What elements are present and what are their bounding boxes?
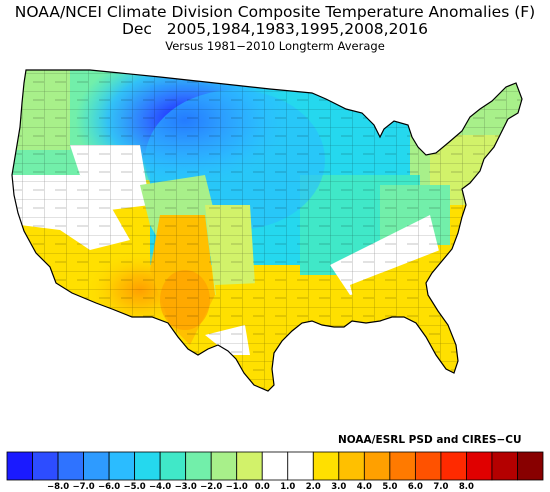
legend-tick-label: 4.0 xyxy=(356,482,372,492)
legend-swatch xyxy=(287,451,314,481)
us-anomaly-map xyxy=(11,69,523,392)
legend-swatch xyxy=(32,451,59,481)
legend-swatch xyxy=(363,451,391,481)
legend-swatch xyxy=(108,451,136,481)
legend-swatch xyxy=(338,451,365,481)
legend-tick-label: 2.0 xyxy=(305,482,321,492)
map-title: NOAA/NCEI Climate Division Composite Tem… xyxy=(14,3,536,21)
legend-swatch xyxy=(159,451,187,481)
legend-swatch xyxy=(185,451,212,481)
map-subtitle-years: Dec 2005,1984,1983,1995,2008,2016 xyxy=(121,20,429,38)
legend-tick-label: −1.0 xyxy=(225,482,248,492)
legend-swatch xyxy=(261,451,289,481)
legend-tick-labels: −8.0 −7.0 −6.0 −5.0 −4.0 −3.0 −2.0 −1.0 0.0 1.0 2.… xyxy=(0,482,550,492)
legend-tick-label: 7.0 xyxy=(433,482,449,492)
legend-swatch xyxy=(210,451,238,481)
legend-swatch xyxy=(83,451,110,481)
legend-swatch xyxy=(6,451,33,481)
legend-tick-label: 0.0 xyxy=(254,482,270,492)
legend-swatch xyxy=(414,451,442,481)
credit-text: NOAA/ESRL PSD and CIRES−CU xyxy=(338,434,522,446)
legend-tick-label: −6.0 xyxy=(98,482,121,492)
legend-tick-label: −2.0 xyxy=(200,482,223,492)
legend-tick-label: 8.0 xyxy=(458,482,474,492)
legend-tick-label: 6.0 xyxy=(407,482,423,492)
map-subtitle-baseline: Versus 1981−2010 Longterm Average xyxy=(165,39,385,53)
legend-swatch xyxy=(491,451,518,481)
legend-swatch xyxy=(57,451,84,481)
legend-swatch xyxy=(312,451,340,481)
legend-tick-label: −4.0 xyxy=(149,482,172,492)
legend-tick-label: −3.0 xyxy=(174,482,197,492)
legend-tick-label: −8.0 xyxy=(46,482,70,492)
legend-swatch xyxy=(389,451,416,481)
color-scale-legend xyxy=(6,451,544,481)
legend-swatch xyxy=(440,451,467,481)
legend-tick-label: −7.0 xyxy=(72,482,95,492)
legend-swatch xyxy=(236,451,263,481)
legend-swatch xyxy=(466,451,493,481)
legend-swatch xyxy=(517,451,544,481)
legend-tick-label: 5.0 xyxy=(382,482,398,492)
legend-tick-label: 3.0 xyxy=(331,482,347,492)
legend-swatch xyxy=(134,451,161,481)
legend-tick-label: 1.0 xyxy=(280,482,296,492)
legend-tick-label: −5.0 xyxy=(123,482,146,492)
